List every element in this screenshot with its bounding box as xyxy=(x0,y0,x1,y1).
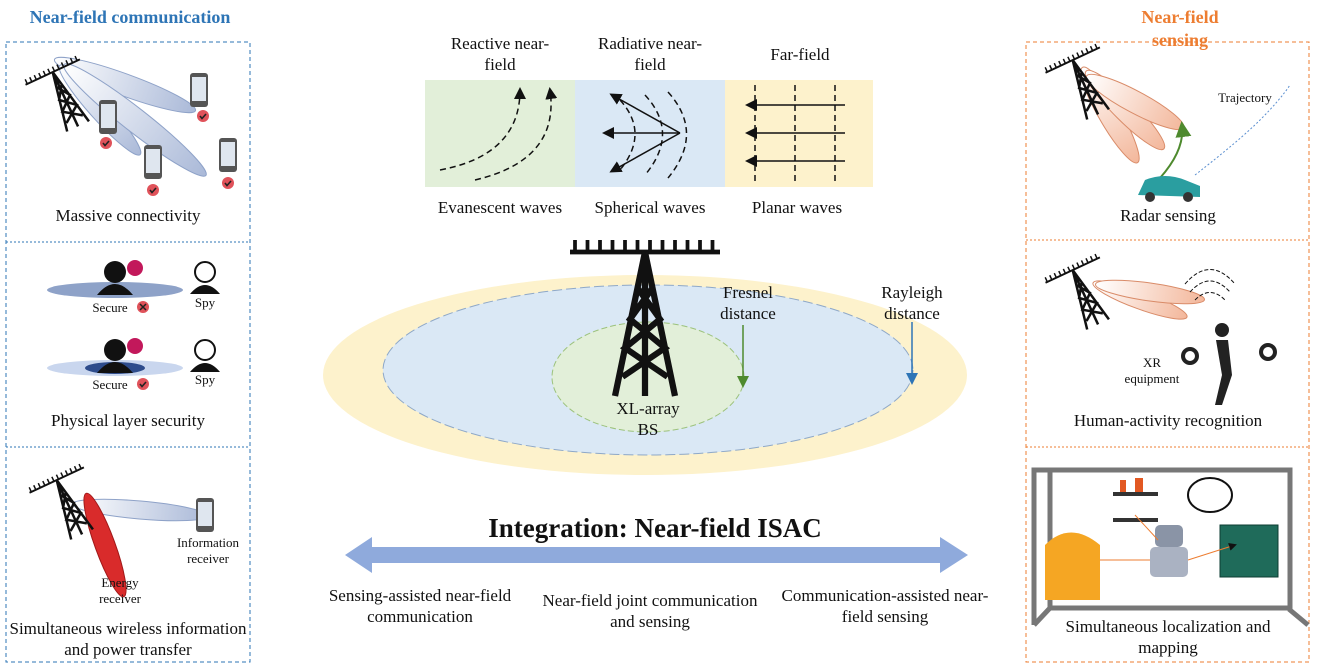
region-name: Far-field xyxy=(770,45,830,64)
mode: Communication-assisted near-field sensin… xyxy=(781,586,989,627)
label: Spy xyxy=(194,372,216,387)
label: Energy receiver xyxy=(99,575,141,607)
panel-title: Simultaneous localization and mapping xyxy=(1065,617,1271,658)
panel-title: Radar sensing xyxy=(1120,206,1216,225)
left-frame xyxy=(5,41,251,663)
reactive-region xyxy=(425,80,575,187)
panel-title: Simultaneous wireless information and po… xyxy=(9,619,247,660)
mode: Sensing-assisted near-field communicatio… xyxy=(328,586,512,627)
label: XR equipment xyxy=(1124,355,1180,387)
rayleigh-label: Rayleigh distance xyxy=(881,283,943,324)
radar-art xyxy=(1042,41,1291,202)
label: Secure xyxy=(92,377,128,392)
label: Information receiver xyxy=(176,535,240,567)
swipt-art xyxy=(26,461,214,598)
mode: Near-field joint communication and sensi… xyxy=(542,591,758,632)
fresnel-label: Fresnel distance xyxy=(720,283,776,324)
left-heading: Near-field communication xyxy=(29,7,231,27)
isac-arrow xyxy=(345,537,968,573)
security-art xyxy=(47,260,220,391)
region-name: Radiative near-field xyxy=(598,34,702,75)
integration-title: Integration: Near-field ISAC xyxy=(488,513,822,543)
label: Trajectory xyxy=(1218,90,1272,105)
bs-label: XL-array BS xyxy=(616,399,680,440)
har-art xyxy=(1042,251,1277,405)
right-heading: Near-field sensing xyxy=(1141,7,1219,50)
wave-type: Evanescent waves xyxy=(437,198,563,217)
label: Spy xyxy=(194,295,216,310)
region-name: Reactive near-field xyxy=(450,34,550,75)
panel-title: Human-activity recognition xyxy=(1073,411,1263,430)
wave-type: Spherical waves xyxy=(594,198,706,217)
label: Secure xyxy=(92,300,128,315)
panel-title: Massive connectivity xyxy=(55,206,201,225)
massive-connectivity-art xyxy=(22,53,237,197)
slam-art xyxy=(1031,467,1310,627)
wave-type: Planar waves xyxy=(751,198,843,217)
right-frame xyxy=(1025,41,1310,663)
panel-title: Physical layer security xyxy=(51,411,205,430)
